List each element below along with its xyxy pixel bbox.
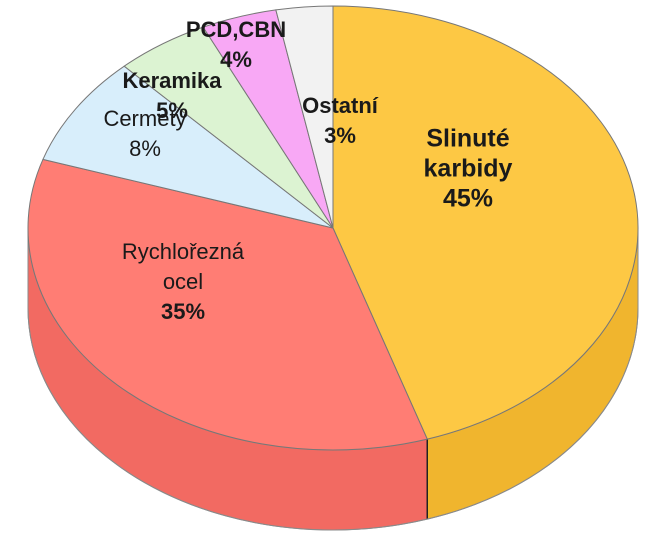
slice-percent-keramika: 5% [156, 98, 188, 123]
slice-percent-rychlorezna-ocel: 35% [161, 299, 205, 324]
slice-label-cermety: Cermety [103, 106, 186, 131]
slice-percent-cermety: 8% [129, 136, 161, 161]
slice-percent-pcd-cbn: 4% [220, 47, 252, 72]
slice-label-slinute-karbidy: karbidy [424, 155, 513, 183]
slice-label-rychlorezna-ocel: Rychlořezná [122, 239, 245, 264]
slice-label-ostatni: Ostatní [302, 93, 379, 118]
slice-percent-slinute-karbidy: 45% [443, 185, 493, 213]
slice-label-pcd-cbn: PCD,CBN [186, 17, 286, 42]
pie-slice-rychlorezna-ocel [27, 158, 428, 451]
slice-percent-ostatni: 3% [324, 123, 356, 148]
slice-label-slinute-karbidy: Slinuté [426, 125, 509, 153]
pie-slices [27, 5, 639, 451]
slice-label-rychlorezna-ocel: ocel [163, 269, 203, 294]
pie-base-outline [27, 307, 639, 531]
pie-slice-cermety [42, 65, 334, 229]
slice-label-keramika: Keramika [122, 68, 222, 93]
pie-slice-ostatni [275, 5, 334, 229]
pie-slice-slinute-karbidy [332, 5, 639, 440]
